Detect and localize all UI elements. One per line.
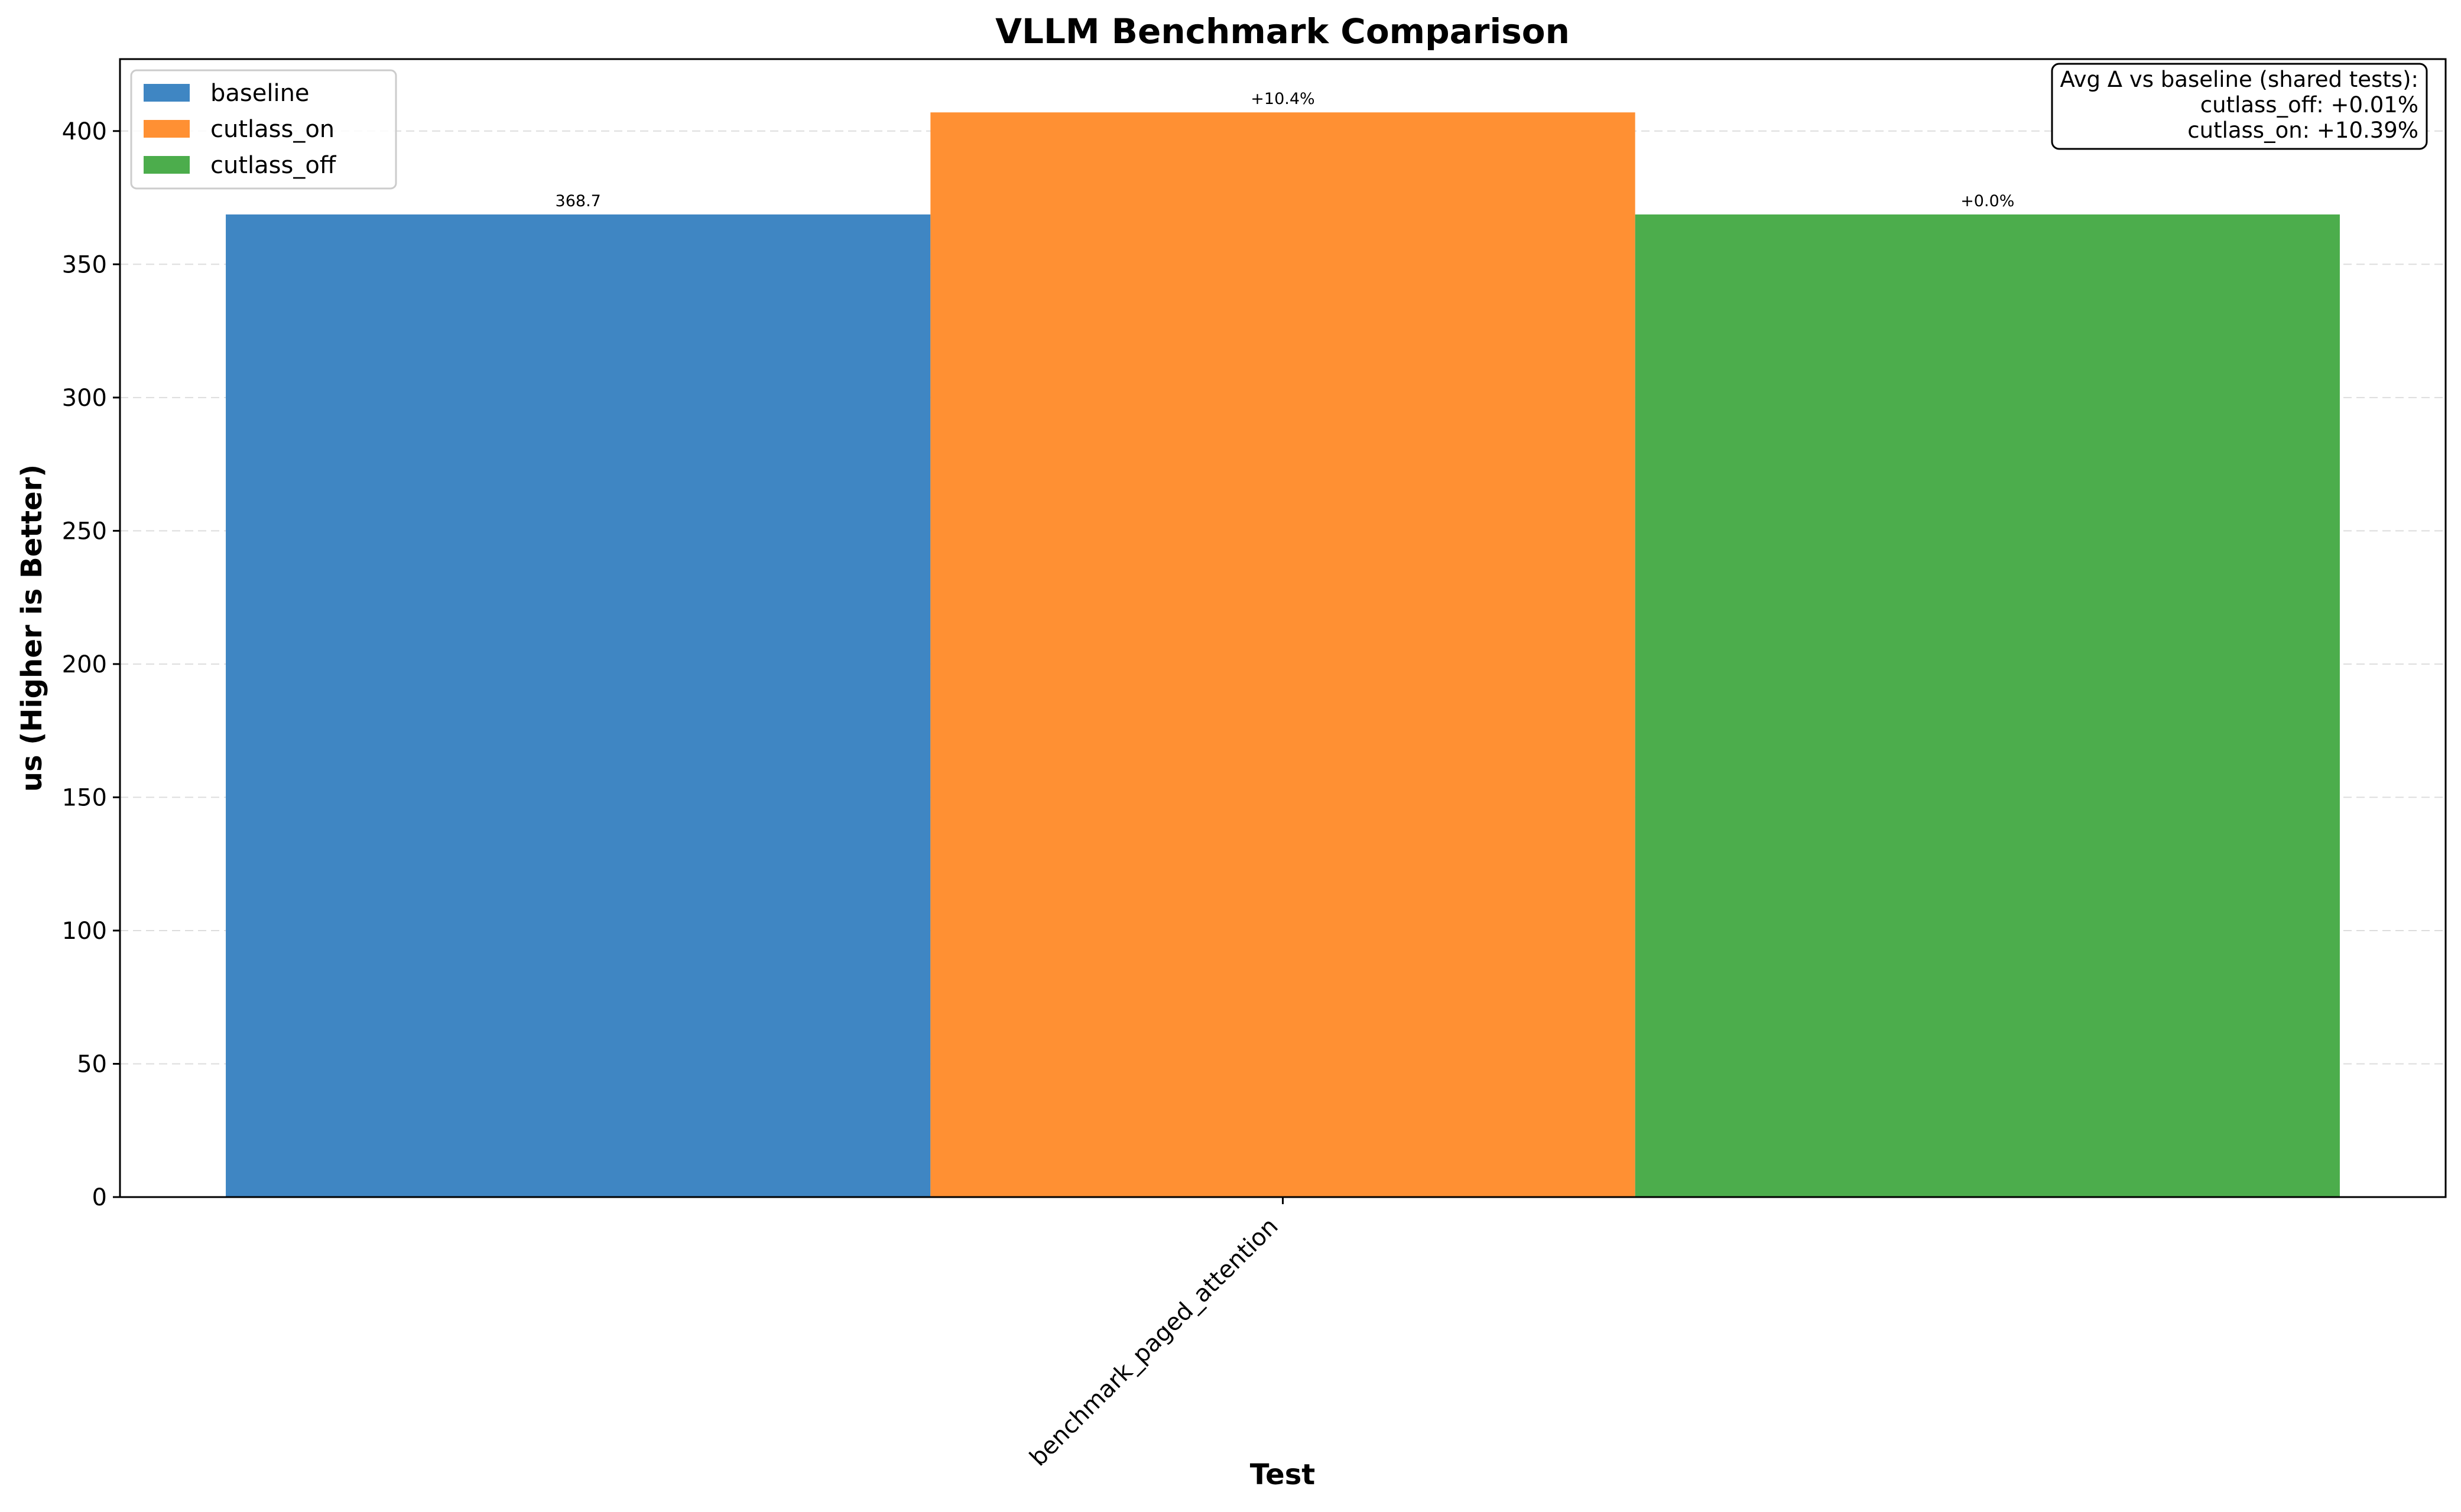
data-label-cutlass_off: +0.0% (1960, 192, 2014, 210)
legend-frame (130, 69, 397, 190)
y-tick-label: 200 (62, 651, 107, 678)
y-tick-label: 250 (62, 518, 107, 545)
x-axis-label: Test (1250, 1458, 1315, 1491)
legend-swatch-cutlass_off (144, 156, 190, 174)
legend-label-baseline: baseline (210, 80, 310, 107)
legend: baseline cutlass_on cutlass_off (130, 69, 397, 190)
annotation-line-1: Avg Δ vs baseline (shared tests): (2060, 67, 2418, 92)
y-tick-label: 350 (62, 251, 107, 278)
bars (226, 112, 2340, 1198)
y-tick-label: 0 (92, 1184, 107, 1211)
bar-cutlass_on (930, 112, 1635, 1197)
annotation-line-3: cutlass_on: +10.39% (2187, 118, 2418, 143)
legend-swatch-cutlass_on (144, 120, 190, 138)
bar-baseline (226, 214, 931, 1198)
data-label-baseline: 368.7 (556, 192, 601, 210)
y-tick-label: 100 (62, 918, 107, 945)
y-tick-label: 50 (77, 1051, 107, 1078)
data-labels: 368.7 +10.4% +0.0% (556, 90, 2015, 210)
y-tick-label: 400 (62, 118, 107, 145)
y-tick-label: 300 (62, 385, 107, 412)
legend-swatch-baseline (144, 84, 190, 102)
y-axis-ticks: 0 50 100 150 200 250 300 350 400 (62, 118, 120, 1211)
legend-label-cutlass_on: cutlass_on (210, 116, 335, 143)
bar-cutlass_off (1635, 214, 2340, 1198)
annotation-frame (2051, 63, 2428, 150)
chart-title: VLLM Benchmark Comparison (995, 11, 1570, 51)
data-label-cutlass_on: +10.4% (1251, 90, 1314, 108)
annotation-line-2: cutlass_off: +0.01% (2200, 92, 2418, 118)
y-axis-label: us (Higher is Better) (15, 464, 48, 792)
legend-label-cutlass_off: cutlass_off (210, 152, 337, 179)
delta-annotation-box: Avg Δ vs baseline (shared tests): cutlas… (2051, 63, 2428, 150)
y-tick-label: 150 (62, 784, 107, 811)
